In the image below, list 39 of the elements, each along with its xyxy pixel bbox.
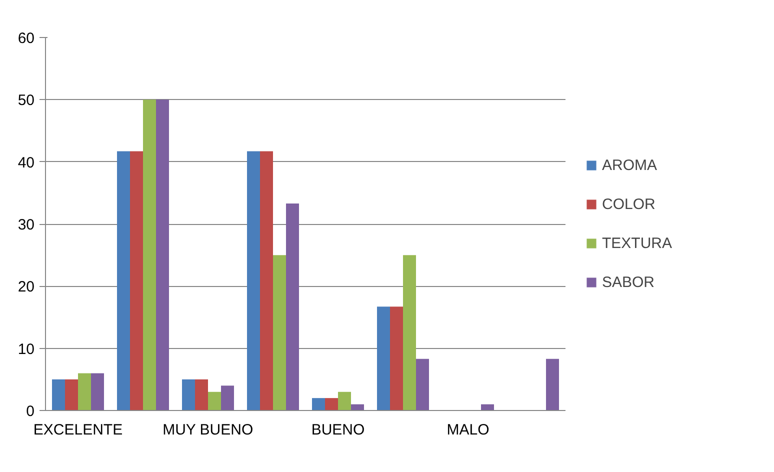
y-tick-label: 30: [18, 216, 35, 234]
x-tick-label: MUY BUENO: [162, 422, 254, 438]
bar: [247, 151, 260, 410]
y-tick-label: 40: [18, 154, 35, 172]
legend-label: TEXTURA: [602, 234, 672, 252]
bar: [195, 379, 208, 410]
bar: [208, 392, 221, 410]
bar: [312, 398, 325, 410]
bar: [325, 398, 338, 410]
bar: [403, 255, 416, 410]
y-tick-label: 60: [18, 30, 35, 47]
bar: [377, 306, 390, 410]
bar: [156, 100, 169, 410]
bar: [286, 203, 299, 410]
bar: [143, 100, 156, 410]
bar: [260, 151, 273, 410]
y-tick-label: 0: [26, 403, 34, 420]
legend-label: AROMA: [602, 156, 658, 174]
bar: [130, 151, 143, 410]
bar: [390, 306, 403, 410]
bar: [182, 379, 195, 410]
bar: [91, 373, 104, 410]
y-tick-label: 50: [18, 92, 35, 110]
bar: [273, 255, 286, 410]
bar: [65, 379, 78, 410]
bar: [221, 386, 234, 410]
bar: [546, 358, 559, 410]
x-tick-label: MALO: [446, 422, 490, 438]
bar: [416, 358, 429, 410]
y-tick-label: 20: [18, 278, 35, 296]
bar: [338, 392, 351, 410]
bar: [117, 151, 130, 410]
legend-label: COLOR: [602, 196, 656, 212]
x-tick-label: BUENO: [311, 422, 365, 438]
y-tick-label: 10: [18, 340, 35, 358]
legend-label: SABOR: [602, 274, 655, 290]
bar: [78, 373, 91, 410]
x-tick-label: EXCELENTE: [33, 422, 123, 438]
bar: [52, 379, 65, 410]
